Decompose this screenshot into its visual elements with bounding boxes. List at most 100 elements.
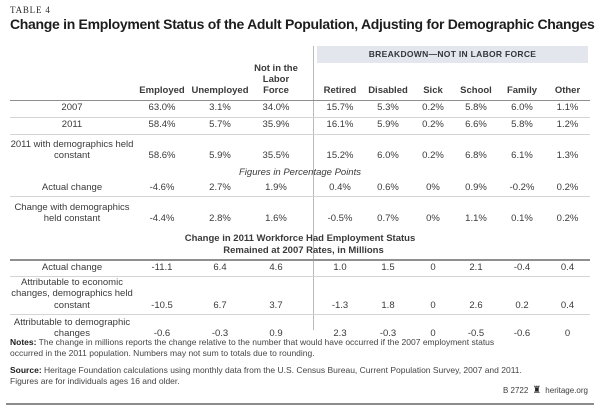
row-label: 2007 — [10, 100, 134, 118]
cell: 0.1% — [511, 213, 533, 225]
cell: 6.0% — [499, 100, 545, 118]
cell: 2.3 — [333, 328, 347, 340]
row-label: Actual change — [10, 259, 134, 278]
heritage-url: heritage.org — [545, 386, 588, 395]
table-row-mil-economic: Attributable to economic changes, demogr… — [10, 276, 590, 315]
cell: -0.3 — [379, 328, 397, 340]
notes-line2: occurred in the 2011 population. Numbers… — [10, 347, 315, 358]
cell: 5.8% — [499, 117, 545, 135]
cell: 35.9% — [250, 117, 302, 135]
cell: 5.9% — [209, 149, 231, 161]
cell: 0.2% — [413, 100, 453, 118]
cell: 2.7% — [190, 181, 250, 197]
section-header-millions: Change in 2011 Workforce Had Employment … — [10, 233, 590, 261]
cell: 3.7 — [250, 276, 302, 315]
spacer-cell — [302, 134, 317, 164]
cell: 0.6% — [363, 181, 413, 197]
table-number-label: TABLE 4 — [10, 5, 51, 15]
cell: 0.4% — [317, 181, 363, 197]
notes-line1: The change in millions reports the chang… — [38, 337, 495, 347]
cell: 0.2% — [422, 149, 444, 161]
cell: 0.9 — [269, 328, 283, 340]
col-header-employed: Employed — [134, 63, 190, 101]
cell: -0.6 — [153, 328, 171, 340]
cell: 1.6% — [265, 213, 287, 225]
table-row-mil-demographic: Attributable to demographic changes -0.6… — [10, 314, 590, 342]
section-label: Figures in Percentage Points — [239, 167, 361, 179]
cell: 0.2% — [556, 213, 579, 225]
cell: 6.6% — [453, 117, 499, 135]
source-label: Source: — [10, 364, 42, 375]
employment-status-table: Employed Unemployed Not in the Labor For… — [10, 63, 590, 342]
cell: 0 — [413, 259, 453, 278]
cell: 1.0 — [317, 259, 363, 278]
row-label: Actual change — [10, 181, 134, 197]
spacer-cell — [302, 117, 317, 135]
cell: -1.3 — [317, 276, 363, 315]
source-paragraph: Source: Heritage Foundation calculations… — [10, 365, 588, 387]
cell: 58.6% — [148, 149, 176, 161]
cell: 2.8% — [209, 213, 231, 225]
cell: 5.9% — [363, 117, 413, 135]
cell: 0.9% — [453, 181, 499, 197]
cell: 0 — [413, 276, 453, 315]
heritage-tower-icon: ♜ — [532, 384, 542, 396]
footnotes: Notes: The change in millions reports th… — [10, 337, 588, 393]
col-header-retired: Retired — [317, 63, 363, 101]
col-header-other: Other — [545, 63, 590, 101]
cell: 0.2% — [413, 117, 453, 135]
cell: -4.4% — [149, 213, 175, 225]
notes-paragraph: Notes: The change in millions reports th… — [10, 337, 588, 359]
cell: 0 — [430, 328, 436, 340]
cell: -0.4 — [499, 259, 545, 278]
table-row-pct-change-constant: Change with demographics held constant -… — [10, 196, 590, 227]
col-header-unemployed: Unemployed — [190, 63, 250, 101]
table-title: Change in Employment Status of the Adult… — [10, 16, 595, 32]
source-line2: Figures are for individuals ages 16 and … — [10, 375, 180, 386]
cell: 1.2% — [545, 117, 590, 135]
section-label-line2: Remained at 2007 Rates, in Millions — [223, 244, 384, 256]
cell: 6.8% — [465, 149, 487, 161]
breakdown-band-label: BREAKDOWN—NOT IN LABOR FORCE — [368, 49, 537, 59]
col-header-not-in-labor-force: Not in the Labor Force — [250, 63, 302, 101]
empty-corner-cell — [10, 63, 134, 101]
source-line1: Heritage Foundation calculations using m… — [44, 364, 522, 375]
cell: 0.4 — [545, 276, 590, 315]
cell: 5.8% — [453, 100, 499, 118]
section-label-line1: Change in 2011 Workforce Had Employment … — [184, 233, 416, 245]
row-label: 2011 with demographics held constant — [10, 138, 134, 161]
cell: 63.0% — [134, 100, 190, 118]
cell: 15.7% — [317, 100, 363, 118]
breakdown-band: BREAKDOWN—NOT IN LABOR FORCE — [317, 46, 588, 63]
col-header-disabled: Disabled — [363, 63, 413, 101]
row-label: 2011 — [10, 117, 134, 135]
cell: 4.6 — [250, 259, 302, 278]
cell: 2.1 — [453, 259, 499, 278]
cell: 0.4 — [545, 259, 590, 278]
cell: 58.4% — [134, 117, 190, 135]
row-label: Change with demographics held constant — [14, 201, 130, 225]
cell: 15.2% — [326, 149, 354, 161]
cell: 16.1% — [317, 117, 363, 135]
spacer-cell — [302, 196, 317, 227]
table-row-mil-actual-change: Actual change -11.1 6.4 4.6 1.0 1.5 0 2.… — [10, 259, 590, 278]
section-header-percentage-points: Figures in Percentage Points — [10, 167, 590, 181]
publication-mark: B 2722 ♜ heritage.org — [503, 384, 588, 396]
cell: 1.3% — [556, 149, 579, 161]
section-label: Change in 2011 Workforce Had Employment … — [10, 233, 590, 261]
table-row-2011: 2011 58.4% 5.7% 35.9% 16.1% 5.9% 0.2% 6.… — [10, 117, 590, 135]
bottom-rule — [6, 403, 594, 405]
cell: 0.2% — [545, 181, 590, 197]
column-header-row: Employed Unemployed Not in the Labor For… — [10, 63, 590, 101]
cell: 2.6 — [453, 276, 499, 315]
notes-label: Notes: — [10, 337, 37, 347]
cell: -0.5 — [467, 328, 485, 340]
cell: 6.4 — [190, 259, 250, 278]
cell: 5.7% — [190, 117, 250, 135]
cell: -0.3 — [211, 328, 229, 340]
col-header-school: School — [453, 63, 499, 101]
row-label: Attributable to economic changes, demogr… — [10, 276, 134, 315]
spacer-cell — [302, 259, 317, 278]
cell: -11.1 — [134, 259, 190, 278]
